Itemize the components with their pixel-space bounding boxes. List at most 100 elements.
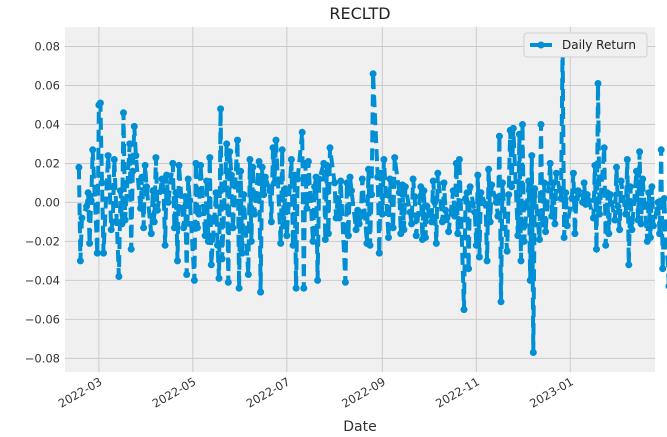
data-point xyxy=(160,187,168,195)
data-point xyxy=(161,241,169,249)
data-point xyxy=(408,220,416,228)
data-point xyxy=(391,154,399,162)
data-point xyxy=(539,220,546,228)
data-point xyxy=(195,210,203,218)
data-point xyxy=(104,152,112,160)
data-point xyxy=(181,193,189,201)
data-point xyxy=(580,179,588,187)
data-point xyxy=(258,163,266,171)
data-point xyxy=(542,228,550,236)
data-point xyxy=(460,306,468,314)
data-point xyxy=(645,189,653,197)
data-point xyxy=(606,191,614,199)
data-point xyxy=(153,206,161,214)
x-tick-label: 2022-11 xyxy=(433,374,482,410)
data-point xyxy=(215,274,223,282)
data-point xyxy=(613,163,620,171)
data-point xyxy=(451,212,459,220)
data-point xyxy=(96,99,104,107)
data-point xyxy=(267,218,275,226)
data-point xyxy=(183,271,191,278)
data-point xyxy=(596,210,603,218)
y-tick-label: 0.06 xyxy=(34,78,60,92)
data-point xyxy=(591,161,599,169)
data-point xyxy=(605,230,613,238)
data-point xyxy=(369,70,377,78)
data-point xyxy=(234,136,241,144)
data-point xyxy=(83,202,91,210)
data-point xyxy=(120,109,127,117)
data-point xyxy=(614,202,622,210)
data-point xyxy=(147,230,155,238)
data-point xyxy=(639,175,647,183)
data-point xyxy=(406,208,414,216)
data-point xyxy=(194,224,201,232)
data-point xyxy=(583,191,591,199)
data-point xyxy=(646,234,654,241)
data-point xyxy=(115,273,123,280)
data-point xyxy=(562,189,570,197)
data-point xyxy=(106,183,114,191)
data-point xyxy=(315,175,323,183)
data-point xyxy=(289,241,297,249)
data-point xyxy=(76,257,84,265)
data-point xyxy=(84,189,92,197)
data-point xyxy=(355,220,363,228)
data-point xyxy=(420,187,428,195)
x-tick-label: 2022-07 xyxy=(244,374,293,410)
data-point xyxy=(109,218,117,226)
data-point xyxy=(633,167,640,175)
data-point xyxy=(86,239,94,247)
data-point xyxy=(497,298,505,306)
data-point xyxy=(520,237,528,245)
data-point xyxy=(440,179,448,187)
data-point xyxy=(411,193,419,201)
data-point xyxy=(309,237,317,245)
data-point xyxy=(472,241,480,249)
x-tick-label: 2022-09 xyxy=(339,374,388,410)
data-point xyxy=(526,276,534,284)
data-point xyxy=(585,197,593,204)
data-point xyxy=(203,177,211,185)
data-point xyxy=(149,187,157,195)
data-point xyxy=(616,226,624,234)
data-point xyxy=(247,237,255,245)
data-point xyxy=(358,175,366,183)
y-tick-label: 0.00 xyxy=(34,195,60,209)
data-point xyxy=(249,163,257,171)
data-point xyxy=(266,187,274,195)
data-point xyxy=(378,210,386,218)
data-point xyxy=(563,222,571,230)
data-point xyxy=(348,187,355,195)
data-point xyxy=(528,152,536,160)
data-point xyxy=(257,288,265,296)
data-point xyxy=(622,210,630,218)
data-point xyxy=(385,234,392,241)
data-point xyxy=(477,189,485,197)
data-point xyxy=(625,261,633,269)
data-point xyxy=(465,265,473,273)
data-point xyxy=(540,179,548,187)
data-point xyxy=(537,121,545,128)
data-point xyxy=(515,130,523,138)
data-point xyxy=(395,189,403,197)
data-point xyxy=(272,136,280,144)
data-point xyxy=(657,146,665,154)
data-point xyxy=(280,222,288,230)
data-point xyxy=(623,156,631,163)
data-point xyxy=(164,198,172,206)
data-point xyxy=(238,249,246,257)
data-point xyxy=(152,154,160,162)
data-point xyxy=(278,146,286,154)
data-point xyxy=(617,177,625,185)
data-point xyxy=(637,220,645,228)
data-point xyxy=(294,175,302,183)
data-point xyxy=(326,144,334,152)
data-point xyxy=(331,179,339,187)
data-point xyxy=(172,189,180,197)
data-point xyxy=(368,191,376,199)
data-point xyxy=(180,224,188,232)
data-point xyxy=(126,140,134,148)
data-point xyxy=(654,198,662,206)
data-point xyxy=(343,179,351,187)
